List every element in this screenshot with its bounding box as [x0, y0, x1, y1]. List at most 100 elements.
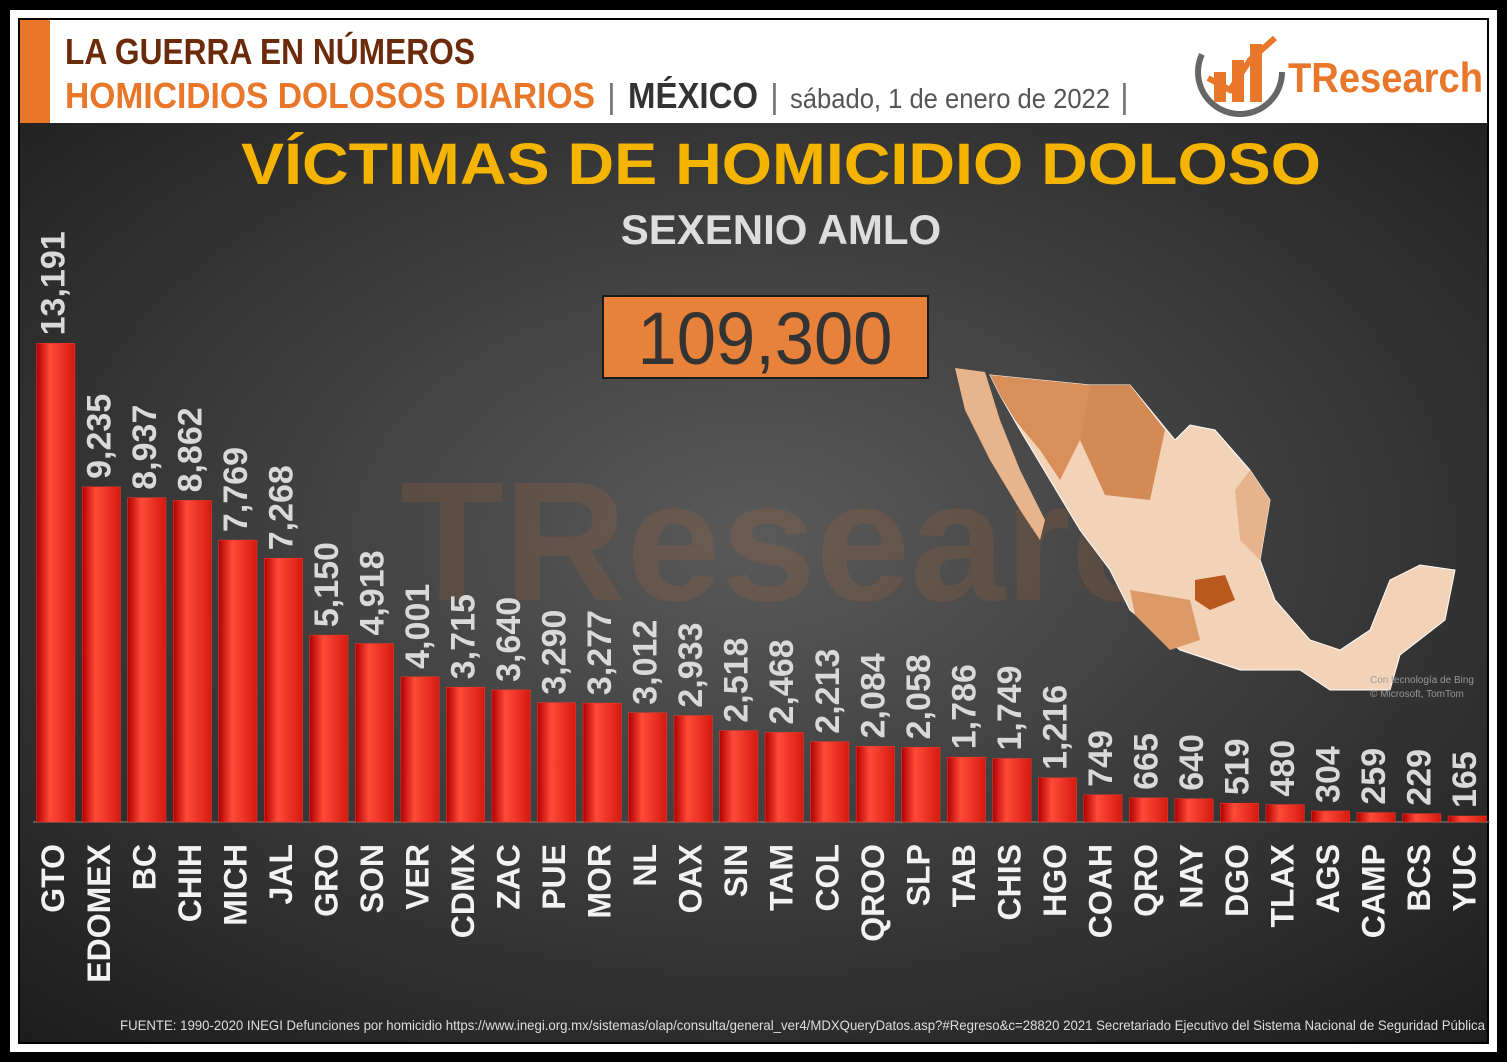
x-tick-label: ZAC [491, 844, 527, 910]
x-tick-label: TAB [946, 844, 982, 907]
x-tick-label: PUE [536, 844, 572, 910]
bar [673, 715, 713, 823]
x-tick-label: CAMP [1356, 844, 1392, 938]
value-label: 229 [1401, 749, 1439, 806]
bar [1038, 777, 1077, 823]
x-tick-label: BC [126, 844, 162, 890]
x-tick-label: EDOMEX [81, 843, 117, 982]
value-label: 665 [1128, 733, 1166, 790]
separator: | [607, 78, 616, 116]
x-tick-label: YUC [1447, 844, 1483, 912]
bar [446, 686, 485, 823]
x-tick-label: OAX [673, 843, 709, 913]
x-tick-label: GTO [35, 844, 71, 913]
value-label: 13,191 [35, 231, 73, 335]
x-tick-label: QRO [1128, 844, 1164, 917]
bar [309, 634, 349, 823]
bar [1174, 798, 1214, 823]
x-tick-label: MOR [582, 844, 618, 919]
x-tick-label: CHIS [991, 844, 1027, 920]
chart-title: VÍCTIMAS DE HOMICIDIO DOLOSO [241, 132, 1321, 197]
total-value: 109,300 [638, 297, 893, 380]
bar [355, 643, 394, 823]
map-credit: Con tecnología de Bing [1370, 675, 1474, 686]
x-tick-label: DGO [1219, 844, 1255, 917]
bar [992, 758, 1032, 823]
bar [628, 712, 668, 823]
logo-text: TResearch [1288, 54, 1483, 101]
bar [537, 702, 576, 823]
source: FUENTE: 1990-2020 INEGI Defunciones por … [120, 1017, 1485, 1033]
bar [1220, 802, 1259, 823]
value-label: 5,150 [308, 542, 346, 627]
x-tick-label: AGS [1310, 844, 1346, 913]
bar [1083, 794, 1123, 823]
value-label: 1,786 [945, 664, 983, 749]
x-tick-label: SIN [718, 844, 754, 897]
x-tick-label: NAY [1174, 844, 1210, 909]
bar [1402, 813, 1442, 823]
value-label: 749 [1082, 730, 1120, 787]
bar [81, 486, 121, 823]
value-label: 3,290 [536, 610, 574, 695]
value-label: 1,749 [991, 665, 1029, 750]
map-credit: © Microsoft, TomTom [1370, 689, 1464, 700]
value-label: 7,769 [217, 447, 255, 532]
x-tick-label: SON [354, 844, 390, 913]
bar [1265, 804, 1305, 823]
value-label: 480 [1264, 740, 1302, 797]
x-tick-label: COAH [1082, 844, 1118, 938]
total-box [602, 295, 929, 379]
x-tick-label: BCS [1401, 844, 1437, 912]
map [955, 368, 1456, 691]
value-label: 519 [1219, 738, 1257, 795]
value-label: 3,640 [490, 597, 528, 682]
value-label: 2,933 [672, 622, 710, 707]
value-label: 8,937 [126, 405, 164, 490]
value-label: 640 [1173, 734, 1211, 791]
x-tick-label: COL [809, 844, 845, 912]
bar [1447, 815, 1487, 823]
header-date: sábado, 1 de enero de 2022 [790, 83, 1110, 114]
chart-subtitle: SEXENIO AMLO [621, 206, 941, 253]
header-subtitle: HOMICIDIOS DOLOSOS DIARIOS [65, 75, 595, 116]
bar [491, 689, 531, 823]
value-label: 2,084 [854, 653, 892, 738]
value-label: 9,235 [80, 394, 118, 479]
value-label: 165 [1446, 751, 1484, 808]
value-label: 304 [1310, 746, 1348, 803]
x-tick-label: QROO [855, 844, 891, 942]
x-tick-label: SLP [900, 844, 936, 906]
header-accent [20, 20, 50, 123]
value-label: 3,277 [581, 610, 619, 695]
value-label: 7,268 [262, 465, 300, 550]
value-label: 2,213 [809, 649, 847, 734]
bar [901, 747, 941, 823]
bar [1356, 812, 1396, 823]
bar [127, 497, 167, 823]
value-label: 3,715 [445, 594, 483, 679]
bar [1311, 810, 1351, 823]
header-title: LA GUERRA EN NÚMEROS [65, 30, 475, 72]
bar [400, 676, 440, 823]
x-tick-label: TAM [764, 844, 800, 911]
x-tick-label: GRO [308, 844, 344, 917]
bar [582, 702, 622, 823]
value-label: 1,216 [1036, 685, 1074, 770]
bar [947, 756, 986, 823]
x-tick-label: JAL [263, 844, 299, 904]
x-tick-label: CDMX [445, 843, 481, 938]
bar [172, 500, 212, 823]
value-label: 4,001 [399, 584, 437, 669]
separator: | [1120, 78, 1129, 116]
x-tick-label: CHIH [172, 844, 208, 922]
value-label: 2,468 [763, 639, 801, 724]
separator: | [770, 78, 779, 116]
value-label: 8,862 [171, 407, 209, 492]
value-label: 4,918 [353, 550, 391, 635]
bar [264, 558, 303, 823]
x-tick-label: NL [627, 844, 663, 887]
bar [719, 730, 759, 823]
x-tick-label: MICH [217, 844, 253, 926]
